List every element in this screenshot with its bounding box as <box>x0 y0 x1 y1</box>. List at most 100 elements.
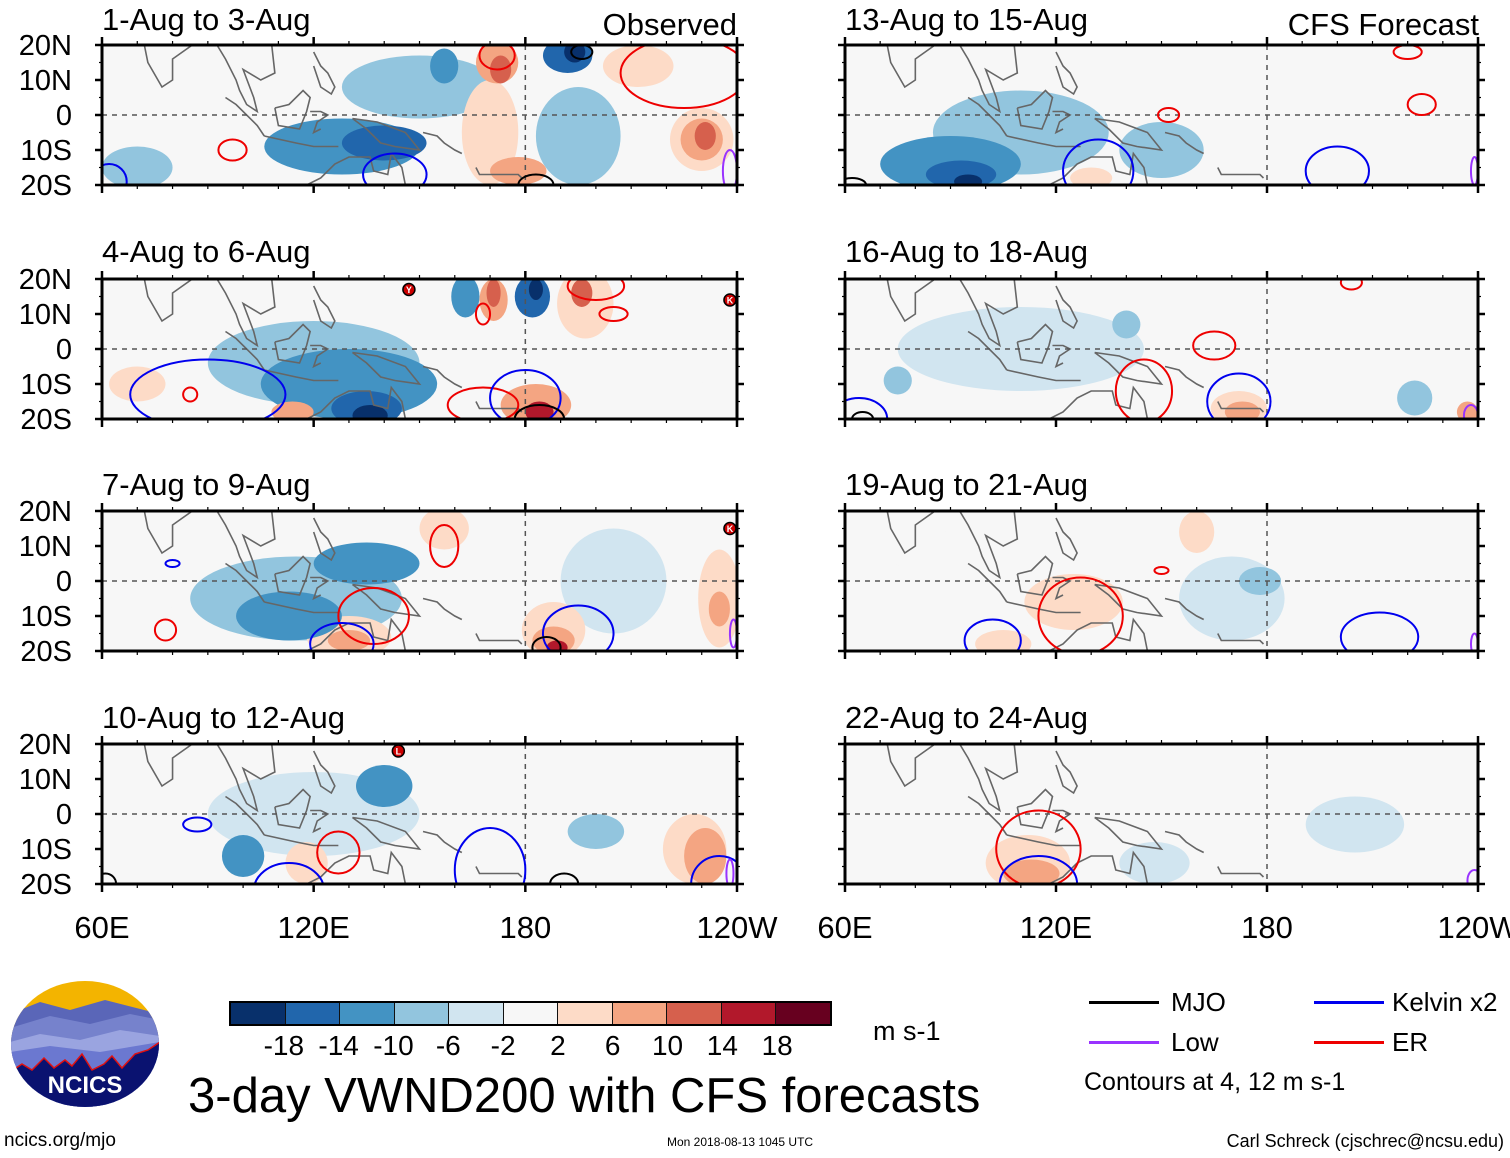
colorbar-swatch <box>340 1003 395 1024</box>
svg-text:L: L <box>396 747 402 757</box>
coastline <box>1047 850 1149 884</box>
coastline <box>958 45 1019 114</box>
coastline <box>1094 816 1164 851</box>
colorbar-tick-label: -6 <box>435 1030 461 1061</box>
contour-kelvin-x2 <box>998 855 1079 884</box>
contour-mjo <box>531 636 562 651</box>
coastline <box>304 617 407 651</box>
anomaly-region <box>1305 796 1405 853</box>
anomaly-region <box>1337 574 1408 644</box>
contour-kelvin-x2 <box>541 604 615 651</box>
footer-timestamp: Mon 2018-08-13 1045 UTC <box>667 1135 814 1149</box>
anomaly-region <box>430 48 459 84</box>
contour-kelvin-x2 <box>1339 611 1420 651</box>
colorbar-tick-label: -18 <box>263 1030 305 1061</box>
contour-mjo <box>102 872 118 884</box>
contour-kelvin-x2 <box>102 163 128 185</box>
coastline <box>216 279 276 348</box>
colorbar-tick-label: 14 <box>706 1030 738 1061</box>
anomaly-region <box>236 591 342 641</box>
y-tick-label: 10N <box>18 764 72 796</box>
contour-low <box>725 858 735 884</box>
coastline <box>1047 385 1149 419</box>
contour-kelvin-x2 <box>1062 138 1135 185</box>
y-tick-label: 20S <box>20 170 72 202</box>
coastline <box>1016 788 1054 829</box>
main-title: 3-day VWND200 with CFS forecasts <box>188 1069 981 1123</box>
contour-er <box>474 302 492 326</box>
anomaly-region <box>883 366 912 395</box>
coastline <box>351 351 422 386</box>
coastline <box>1164 131 1205 155</box>
coastline <box>1006 135 1081 148</box>
contour-er <box>217 138 248 162</box>
map-panel-8 <box>838 736 1485 892</box>
coastline <box>1006 369 1081 382</box>
contour-er <box>1339 279 1363 291</box>
panel-title-5: 13-Aug to 15-Aug <box>845 2 1089 37</box>
map-field: L <box>102 744 737 884</box>
y-tick-label: 10N <box>18 299 72 331</box>
contour-kelvin-x2 <box>1304 145 1370 185</box>
colorbar-units: m s-1 <box>873 1016 941 1046</box>
coastline <box>475 633 523 645</box>
contour-er <box>429 524 460 568</box>
anomaly-region <box>490 157 547 185</box>
contour-kelvin-x2 <box>1206 372 1272 419</box>
coastline <box>310 344 330 369</box>
anomaly-region <box>109 366 166 402</box>
anomaly-region <box>500 384 572 419</box>
y-tick-label: 20S <box>20 636 72 668</box>
coastline <box>422 365 463 389</box>
y-tick-label: 0 <box>55 334 72 366</box>
anomaly-region <box>1179 511 1215 553</box>
contour-er <box>446 386 520 419</box>
colorbar-swatch <box>776 1003 831 1024</box>
anomaly-region <box>341 55 498 119</box>
colorbar-swatch <box>558 1003 613 1024</box>
anomaly-region <box>221 835 265 877</box>
anomaly-region <box>313 542 420 585</box>
anomaly-region <box>1224 401 1260 419</box>
coastline <box>312 517 336 562</box>
contour-er <box>566 279 626 301</box>
map-panel-4: L <box>95 736 744 892</box>
contour-er <box>1037 576 1124 651</box>
x-tick-label: 180 <box>1241 910 1293 945</box>
x-tick-label: 60E <box>817 910 873 945</box>
footer-url: ncics.org/mjo <box>4 1130 116 1151</box>
coastline <box>1052 110 1072 135</box>
storm-icon: Y <box>402 282 416 297</box>
map-field <box>845 744 1478 884</box>
coastline <box>351 816 422 851</box>
y-tick-label: 20S <box>20 869 72 901</box>
anomaly-region <box>352 405 388 419</box>
coastline <box>885 744 937 788</box>
contour-kelvin-x2 <box>253 862 325 884</box>
anomaly-region <box>897 307 1144 391</box>
coastline <box>274 89 312 130</box>
anomaly-region <box>140 605 184 641</box>
contour-low <box>1469 156 1478 185</box>
map-panel-5 <box>838 37 1485 193</box>
y-tick-label: 10N <box>18 65 72 97</box>
y-tick-label: 10S <box>20 834 72 866</box>
legend-label-kelvin: Kelvin x2 <box>1392 987 1498 1017</box>
panel-title-2: 4-Aug to 6-Aug <box>102 234 311 269</box>
map-panel-2: YK <box>95 271 744 427</box>
svg-text:K: K <box>727 296 734 306</box>
coastline <box>216 744 276 813</box>
anomaly-region <box>578 324 720 395</box>
contour-er <box>316 830 361 875</box>
colorbar-tick-label: 10 <box>651 1030 684 1061</box>
coastline <box>264 601 339 614</box>
storm-icon: K <box>723 293 737 307</box>
coastline <box>885 45 937 89</box>
y-tick-label: 10N <box>18 531 72 563</box>
coastline <box>1052 809 1072 834</box>
map-field <box>102 45 737 185</box>
colorbar-swatch <box>394 1003 450 1024</box>
contour-kelvin-x2 <box>309 622 375 651</box>
colorbar-tick-label: 2 <box>550 1030 566 1061</box>
map-panel-1 <box>95 37 744 193</box>
